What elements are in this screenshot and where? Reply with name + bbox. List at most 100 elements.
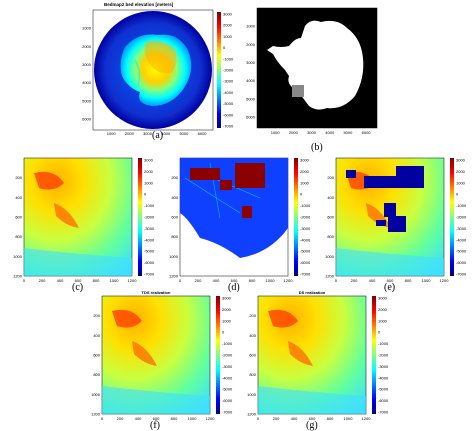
- panel-a-cbar-tick: -7000: [223, 124, 234, 129]
- panel-a-cbar-tick: 1000: [223, 34, 233, 39]
- panel-c-cbar-tick: 3000: [144, 158, 154, 163]
- panel-f-xtick: 800: [171, 416, 178, 421]
- panel-a-cbar-tick: -2000: [223, 68, 234, 73]
- panel-f-cbar-tick: 2000: [222, 307, 232, 312]
- panel-e-cbar-tick: -7000: [456, 272, 467, 277]
- panel-e-xtick: 800: [405, 278, 412, 283]
- panel-b-xtick: 6000: [362, 130, 372, 135]
- panel-d-ytick: 200: [171, 175, 178, 180]
- panel-d-cbar-tick: 1000: [300, 180, 310, 185]
- panel-d-cbar-tick: -5000: [300, 249, 311, 254]
- panel-d-gap: [220, 180, 232, 190]
- panel-g-cbar-tick: -4000: [378, 375, 389, 380]
- panel-g-ytick: 200: [249, 313, 256, 318]
- panel-f-ytick: 400: [93, 333, 100, 338]
- panel-a-plot: 1000 2000 3000 4000 5000 6000 1000 2000 3000 4000…: [82, 9, 234, 136]
- panel-g-label: (g): [306, 420, 318, 431]
- panel-a-xtick: 3000: [143, 131, 153, 136]
- panel-b-plot: 1000 2000 3000 4000 5000 6000 1000 2000 3000 4000…: [246, 7, 378, 135]
- panel-b: 1000 2000 3000 4000 5000 6000 1000 2000 3000 4000…: [246, 2, 407, 153]
- panel-c-cbar-tick: -4000: [144, 237, 155, 242]
- panel-d-xtick: 400: [213, 278, 220, 283]
- panel-f-xtick: 400: [135, 416, 142, 421]
- panel-f-cbar-tick: -6000: [222, 398, 233, 403]
- panel-a-ytick: 4000: [82, 80, 92, 85]
- panel-g-colorbar: [372, 296, 376, 414]
- panel-d-label: (d): [228, 282, 240, 293]
- panel-g-xtick: 1000: [344, 416, 354, 421]
- panel-c-cbar-tick: -5000: [144, 249, 155, 254]
- panel-f-cbar-tick: 3000: [222, 296, 232, 301]
- panel-d-gap: [235, 163, 265, 188]
- panel-d-ytick: 800: [171, 234, 178, 239]
- panel-c-cbar-tick: 1000: [144, 180, 154, 185]
- panel-a-xtick: 2000: [125, 131, 135, 136]
- panel-e-ytick: 200: [327, 175, 334, 180]
- panel-g-cbar-tick: 3000: [378, 296, 388, 301]
- panel-b-mask: [267, 20, 364, 110]
- panel-f-cbar-tick: 0: [222, 330, 225, 335]
- panel-f-cbar-tick: 1000: [222, 318, 232, 323]
- panel-f-ytick: 600: [93, 353, 100, 358]
- panel-g-cbar-tick: -7000: [378, 410, 389, 415]
- panel-e-colorbar: [450, 158, 454, 276]
- panel-c-xtick: 1200: [128, 278, 138, 283]
- panel-g-cbar-tick: 0: [378, 330, 381, 335]
- panel-g-cbar-tick: 2000: [378, 307, 388, 312]
- panel-d-cbar-tick: -4000: [300, 237, 311, 242]
- panel-d-xtick: 0: [179, 278, 182, 283]
- panel-b-ytick: 6000: [246, 115, 256, 120]
- panel-g-cbar-tick: -2000: [378, 353, 389, 358]
- panel-c-plot: 0 200 400 600 800 1000 1200 200 400 600 800 1000 120…: [13, 158, 155, 284]
- panel-d-plot: 0 200 400 600 800 1000 1200 200 400 600 800 1000 120…: [169, 158, 311, 284]
- panel-d-xtick: 800: [249, 278, 256, 283]
- panel-b-xtick: 3000: [307, 130, 317, 135]
- panel-d-gap: [242, 206, 252, 218]
- panel-d-gap: [190, 168, 220, 180]
- panel-a-cbar-tick: -6000: [223, 112, 234, 117]
- panel-d-xtick: 600: [231, 278, 238, 283]
- panel-b-xtick: 2000: [289, 130, 299, 135]
- panel-f-ytick: 1000: [91, 392, 101, 397]
- panel-d-cbar-tick: -6000: [300, 260, 311, 265]
- panel-g-cbar-tick: -5000: [378, 387, 389, 392]
- panel-c-cbar-tick: 2000: [144, 169, 154, 174]
- panel-c-xtick: 600: [75, 278, 82, 283]
- panel-d-cbar-tick: 0: [300, 192, 303, 197]
- panel-g-xtick: 0: [257, 416, 260, 421]
- panel-d-ytick: 1200: [169, 274, 179, 279]
- panel-c-xtick: 0: [23, 278, 26, 283]
- panel-f-cbar-tick: -4000: [222, 375, 233, 380]
- panel-c-xtick: 800: [93, 278, 100, 283]
- panel-d-cbar-tick: -7000: [300, 272, 311, 277]
- panel-d-xtick: 1000: [266, 278, 276, 283]
- panel-d-xtick: 1200: [284, 278, 294, 283]
- panel-c-ytick: 1000: [13, 254, 23, 259]
- panel-c-cbar-tick: 0: [144, 192, 147, 197]
- panel-a-ytick: 6000: [82, 117, 92, 122]
- panel-a-cbar-tick: 0: [223, 45, 226, 50]
- panel-e-cbar-tick: -3000: [456, 226, 467, 231]
- panel-e-ytick: 1200: [325, 274, 335, 279]
- panel-f-title: TDS realization: [142, 290, 171, 295]
- panel-g-cbar-tick: -1000: [378, 341, 389, 346]
- panel-e-xtick: 400: [369, 278, 376, 283]
- panel-d: 0 200 400 600 800 1000 1200 200 400 600 800 1000 120…: [158, 150, 318, 294]
- panel-b-ytick: 4000: [246, 78, 256, 83]
- panel-e-ytick: 600: [327, 215, 334, 220]
- panel-a-ytick: 3000: [82, 62, 92, 67]
- panel-f-cbar-tick: -3000: [222, 364, 233, 369]
- panel-c-colorbar: [138, 158, 142, 276]
- panel-a-xtick: 5000: [179, 131, 189, 136]
- panel-e-plot: 0 200 400 600 800 1000 1200 200 400 600 800 1000 120…: [325, 158, 467, 284]
- panel-d-cbar-tick: -3000: [300, 226, 311, 231]
- panel-c-xtick: 1000: [110, 278, 120, 283]
- panel-g-ytick: 400: [249, 333, 256, 338]
- panel-b-xtick: 5000: [343, 130, 353, 135]
- panel-g-xtick: 400: [291, 416, 298, 421]
- panel-g-cbar-tick: -3000: [378, 364, 389, 369]
- panel-g-xtick: 200: [273, 416, 280, 421]
- panel-c-xtick: 400: [57, 278, 64, 283]
- panel-b-ytick: 2000: [246, 42, 256, 47]
- panel-c-cbar-tick: -1000: [144, 203, 155, 208]
